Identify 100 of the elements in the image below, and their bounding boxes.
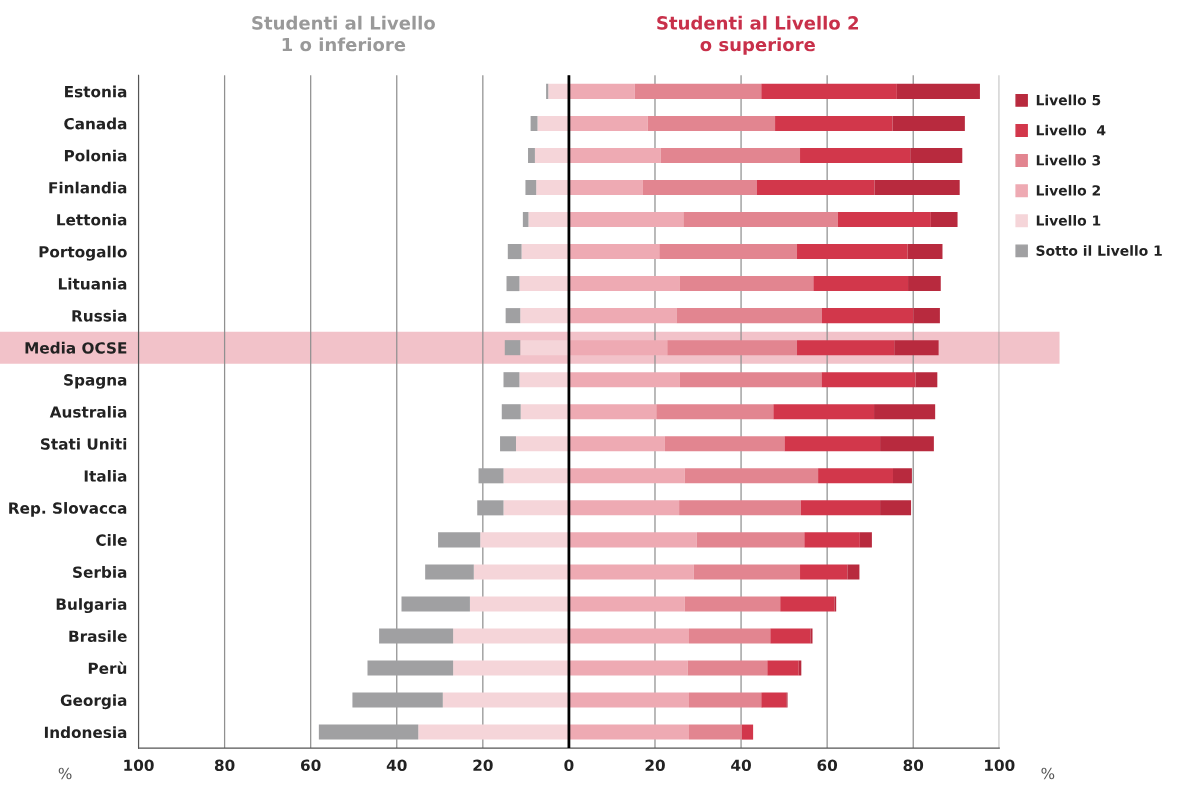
bar [568, 724, 689, 740]
bar [892, 468, 912, 484]
legend-label: Livello 1 [1036, 215, 1101, 226]
bar [521, 244, 569, 260]
bar [775, 115, 893, 131]
bar [453, 628, 569, 644]
bar [813, 276, 909, 292]
x-tick-label: 0 [564, 759, 574, 772]
bar [818, 468, 893, 484]
bar [880, 500, 912, 516]
legend-label: Sotto il Livello 1 [1036, 245, 1162, 256]
bar [520, 308, 569, 324]
y-tick-label: Portogallo [39, 245, 127, 261]
bar [568, 404, 657, 420]
bar [528, 211, 569, 228]
bar [688, 628, 771, 644]
text: Studenti al Livello 2 o superiore [657, 15, 858, 55]
bar [741, 724, 754, 740]
y-tick-label: Georgia [60, 694, 127, 710]
y-tick-label: Stati Uniti [40, 437, 127, 450]
bar [676, 308, 822, 324]
bar [874, 404, 936, 420]
bar [679, 276, 814, 292]
bar [647, 115, 776, 131]
bar [847, 564, 860, 580]
bar [664, 436, 785, 452]
bar [797, 340, 895, 356]
y-tick-label: Australia [49, 405, 127, 418]
bar [659, 244, 798, 260]
bar [800, 564, 848, 580]
bar [318, 724, 419, 740]
x-tick-label: 20 [473, 759, 493, 772]
bar [679, 372, 822, 388]
bar [837, 211, 931, 228]
bar [478, 468, 504, 484]
bar [568, 564, 694, 580]
bar [519, 372, 569, 388]
bar [784, 436, 881, 452]
bar [800, 147, 911, 163]
bar [568, 436, 665, 452]
bar [568, 468, 685, 484]
bar [469, 596, 569, 612]
bar [804, 532, 860, 548]
bar [568, 596, 685, 612]
bar [528, 147, 535, 163]
bar [892, 115, 965, 131]
y-tick-label: Finlandia [49, 181, 127, 194]
y-tick-label: Serbia [73, 566, 127, 578]
bar [667, 340, 798, 356]
y-tick-label: Lettonia [57, 213, 127, 226]
bar [908, 276, 941, 292]
y-tick-label: Bulgaria [56, 598, 127, 614]
bar [568, 244, 660, 260]
x-tick-label: 100 [124, 759, 154, 772]
bar [896, 83, 980, 99]
bar [525, 179, 537, 196]
bar [874, 179, 960, 196]
x-tick-label: 40 [731, 759, 751, 772]
bar [401, 596, 470, 612]
text: Studenti al Livello 1 o inferiore [252, 15, 435, 52]
bar [894, 340, 939, 356]
bar [503, 500, 569, 516]
legend-label: Livello 5 [1036, 94, 1101, 106]
x-tick-label: 20 [645, 759, 665, 772]
x-tick-label: 80 [903, 759, 924, 772]
bar [352, 692, 443, 708]
bar [425, 564, 474, 580]
legend-label: Livello 4 [1036, 124, 1106, 136]
y-tick-label: Rep. Slovacca [9, 502, 127, 517]
x-tick-label: 100 [985, 759, 1015, 772]
y-tick-label: Cile [96, 534, 127, 546]
bar [797, 244, 908, 260]
bar [568, 660, 688, 676]
text: % [58, 767, 72, 780]
bar [537, 115, 569, 131]
bar [505, 308, 521, 324]
bar [515, 436, 569, 452]
bar [859, 532, 872, 548]
bar [480, 532, 569, 548]
y-tick-label: Russia [72, 309, 127, 322]
bar [568, 692, 689, 708]
bar [568, 340, 668, 356]
bar [568, 211, 684, 228]
bar [761, 692, 787, 708]
bar [506, 276, 520, 292]
x-tick-label: 40 [386, 759, 407, 772]
bar [568, 532, 697, 548]
bar [438, 532, 481, 548]
y-tick-label: Media OCSE [25, 341, 127, 354]
bar [915, 372, 938, 388]
bar [656, 404, 774, 420]
bar [930, 211, 958, 228]
legend-label: Livello 3 [1036, 154, 1101, 166]
bar [453, 660, 569, 676]
bar [568, 308, 677, 324]
bar [761, 83, 897, 99]
bar [503, 372, 520, 388]
bar [568, 276, 680, 292]
bar [568, 115, 648, 131]
bar [568, 83, 635, 99]
